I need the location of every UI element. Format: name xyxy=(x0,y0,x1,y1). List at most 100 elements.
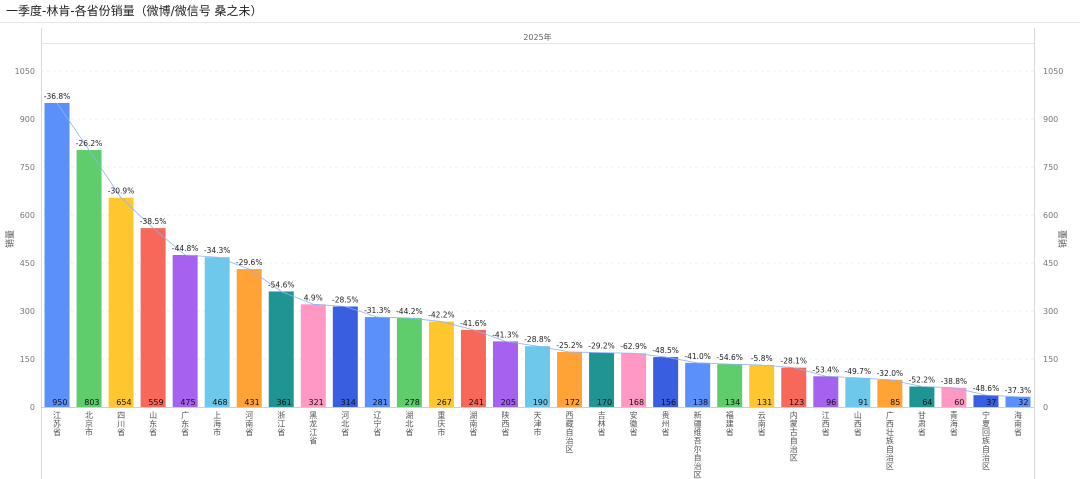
yoy-label: -31.3% xyxy=(364,306,391,315)
yoy-label: -52.2% xyxy=(909,376,936,385)
bar xyxy=(396,318,422,407)
bar xyxy=(525,346,550,407)
data-label: 134 xyxy=(725,398,740,407)
x-tick-label: 安徽省 xyxy=(630,410,638,437)
x-tick-label: 浙江省 xyxy=(277,410,285,437)
yoy-label: -28.8% xyxy=(524,335,551,344)
yoy-label: -28.5% xyxy=(332,296,359,305)
bar xyxy=(941,387,967,407)
bar xyxy=(492,341,518,407)
y-axis-title-right: 销量 xyxy=(1057,230,1069,248)
x-tick-label: 江西省 xyxy=(822,411,830,437)
data-label: 205 xyxy=(501,398,516,407)
yoy-label: -36.8% xyxy=(44,92,71,101)
yoy-label: -38.5% xyxy=(140,217,167,226)
x-tick-label: 河北省 xyxy=(341,410,349,437)
x-tick-label: 北京市 xyxy=(85,411,93,437)
data-label: 654 xyxy=(116,398,131,407)
yoy-label: -28.1% xyxy=(780,357,807,366)
data-label: 278 xyxy=(405,398,420,407)
yoy-label: -26.2% xyxy=(76,139,103,148)
bar xyxy=(172,255,198,407)
y-tick-label-right: 1050 xyxy=(1043,67,1063,76)
yoy-label: -44.8% xyxy=(172,244,199,253)
bar xyxy=(973,395,999,407)
x-tick-label: 西藏自治区 xyxy=(566,411,574,454)
y-tick-label-right: 900 xyxy=(1043,115,1058,124)
y-tick-label-right: 150 xyxy=(1043,355,1058,364)
yoy-label: -38.8% xyxy=(941,377,968,386)
x-tick-label: 广西壮族自治区 xyxy=(886,410,894,471)
yoy-label: -44.2% xyxy=(396,307,423,316)
x-tick-label: 吉林省 xyxy=(598,411,606,437)
x-tick-label: 宁夏回族自治区 xyxy=(982,410,990,471)
yoy-label: -25.2% xyxy=(556,341,583,350)
y-tick-label-right: 450 xyxy=(1043,259,1058,268)
bar xyxy=(909,386,935,407)
x-tick-label: 海南省 xyxy=(1014,410,1022,437)
x-tick-label: 内蒙古自治区 xyxy=(790,410,798,463)
bar xyxy=(685,362,711,407)
bar xyxy=(749,365,775,407)
x-tick-label: 甘肃省 xyxy=(918,410,926,437)
column-header: 2025年 xyxy=(523,32,551,42)
yoy-label: -48.5% xyxy=(652,346,679,355)
y-tick-label-left: 0 xyxy=(30,403,35,412)
yoy-label: -41.3% xyxy=(492,330,519,339)
data-label: 950 xyxy=(52,398,67,407)
data-label: 123 xyxy=(789,398,804,407)
yoy-label: -49.7% xyxy=(845,367,872,376)
x-tick-label: 江苏省 xyxy=(53,411,61,437)
x-tick-label: 福建省 xyxy=(726,411,734,437)
data-label: 281 xyxy=(373,398,388,407)
data-label: 138 xyxy=(693,398,708,407)
bar xyxy=(557,351,583,407)
bar xyxy=(140,228,166,407)
yoy-label: -32.0% xyxy=(877,369,904,378)
y-tick-label-left: 750 xyxy=(20,163,35,172)
yoy-label: -54.6% xyxy=(716,353,743,362)
bar xyxy=(300,304,326,407)
y-tick-label-right: 300 xyxy=(1043,307,1058,316)
data-label: 37 xyxy=(986,398,996,407)
y-tick-label-left: 600 xyxy=(20,211,35,220)
data-label: 559 xyxy=(148,398,163,407)
data-label: 172 xyxy=(565,398,580,407)
y-tick-label-left: 150 xyxy=(20,355,35,364)
bar xyxy=(428,321,454,407)
x-tick-label: 上海市 xyxy=(213,411,221,437)
yoy-label: -62.9% xyxy=(620,342,647,351)
data-label: 64 xyxy=(922,398,932,407)
data-label: 314 xyxy=(341,398,356,407)
bar xyxy=(1005,396,1031,407)
data-label: 131 xyxy=(757,398,772,407)
bar xyxy=(589,352,615,407)
bar xyxy=(845,377,871,407)
yoy-label: -29.2% xyxy=(588,342,615,351)
x-tick-label: 湖北省 xyxy=(405,411,413,437)
data-label: 170 xyxy=(597,398,612,407)
x-tick-label: 天津市 xyxy=(534,411,542,437)
bar xyxy=(76,150,102,408)
x-tick-label: 四川省 xyxy=(117,411,125,437)
data-label: 96 xyxy=(826,398,836,407)
bar xyxy=(364,317,390,407)
data-label: 91 xyxy=(858,398,868,407)
yoy-label: -5.8% xyxy=(751,354,773,363)
data-label: 32 xyxy=(1018,398,1028,407)
bar xyxy=(717,364,743,407)
data-label: 190 xyxy=(533,398,548,407)
y-tick-label-left: 1050 xyxy=(15,67,35,76)
y-tick-label-right: 600 xyxy=(1043,211,1058,220)
bar xyxy=(621,353,647,407)
x-tick-label: 湖南省 xyxy=(469,411,477,437)
x-tick-label: 山东省 xyxy=(149,410,157,437)
yoy-label: -37.3% xyxy=(1005,386,1032,395)
yoy-label: -54.6% xyxy=(268,280,295,289)
data-label: 156 xyxy=(661,398,676,407)
bar xyxy=(108,197,134,407)
data-label: 321 xyxy=(308,398,323,407)
bar xyxy=(781,367,807,407)
yoy-label: -34.3% xyxy=(204,246,231,255)
